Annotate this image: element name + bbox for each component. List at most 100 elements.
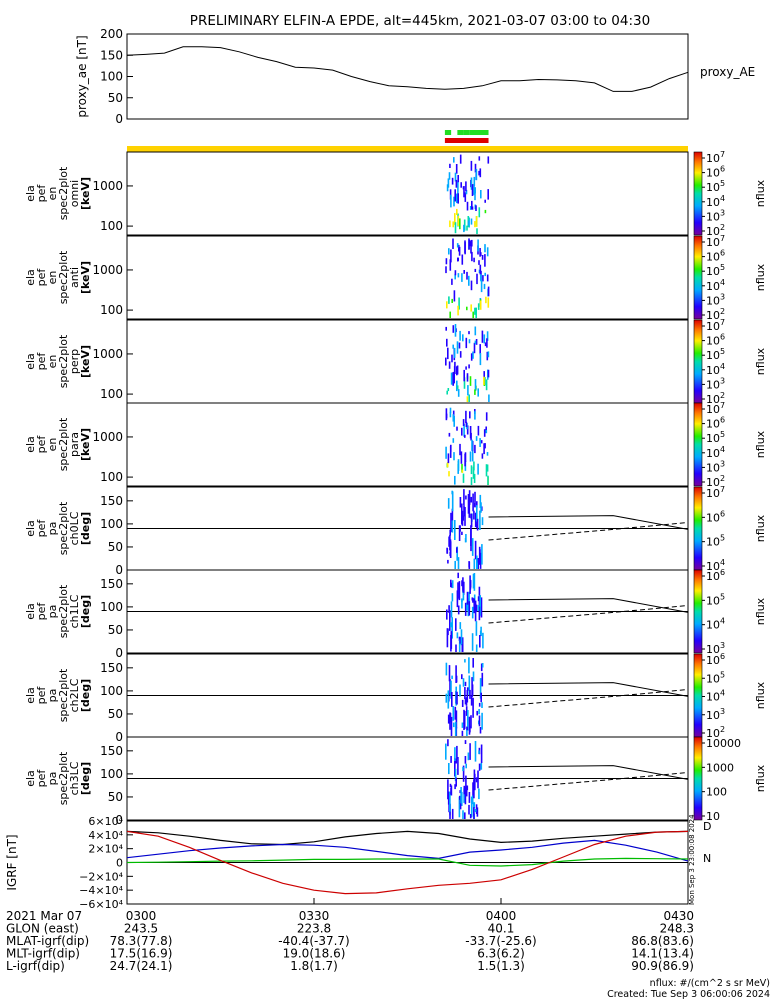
spectrogram-pixel [463,224,465,233]
spectrogram-pixel [486,331,489,341]
orbit-bar [127,146,688,152]
spectrogram-pixel [449,189,452,200]
colorbar-tick-exponent: 2 [720,391,725,400]
spectrogram-pixel [446,390,448,395]
spectrogram-pixel [453,366,456,373]
spectrogram-pixel [449,791,451,812]
spectrogram-pixel [468,339,471,344]
spectrogram-ytick-label: 1000 [92,430,123,444]
spectrogram-pixel [474,268,477,272]
spectrogram-pixel [481,712,483,730]
spectrogram-pixel [478,606,481,621]
igrf-side-label-n: N [703,852,711,865]
spectrogram-pixel [472,466,475,479]
spectrogram-pixel [475,621,478,636]
axis-footer-value: 17.5(16.9) [110,947,173,961]
spectrogram-pixel [471,448,474,462]
colorbar-tick-exponent: 5 [720,592,725,601]
colorbar-tick-exponent: 5 [720,179,725,188]
spectrogram-ylabel-line: spec2plot [57,501,70,555]
spectrogram-pixel [449,220,451,228]
spectrogram-pixel [463,581,465,593]
spectrogram-pixel [466,201,469,211]
spectrogram-pixel [462,766,464,772]
axis-footer-value: 248.3 [660,922,694,936]
spectrogram-ylabel-line: [keV] [79,428,92,461]
spectrogram-pixel [483,283,486,290]
spectrogram-pixel [479,595,481,616]
spectrogram-pixel [474,540,477,560]
spectrogram-ylabel-line: pef [35,435,48,454]
spectrogram-pixel [449,529,451,536]
colorbar-tick-label: 105 [706,263,725,278]
spectrogram-pixel [481,663,484,668]
colorbar-tick-exponent: 5 [720,347,725,356]
spectrogram-pixel [478,709,480,715]
spectrogram-pixel [478,763,481,771]
colorbar-tick-exponent: 7 [720,234,725,243]
spectrogram-pixel [472,782,474,799]
spectrogram-pixel [451,520,454,533]
colorbar-tick-label: 105 [706,534,725,549]
spectrogram-ytick-label: 50 [108,790,123,804]
spectrogram-pixel [484,272,486,277]
spectrogram-pixel [462,577,464,593]
spectrogram-pixel [470,513,473,528]
spectrogram-pixel [451,298,453,303]
spectrogram-pixel [468,716,471,735]
colorbar [693,736,703,821]
spectrogram-ytick-label: 100 [100,219,123,233]
colorbar-tick-exponent: 4 [720,558,725,567]
spectrogram-pixel [453,371,455,384]
spectrogram-pixel [452,221,454,228]
spectrogram-pixel [459,622,462,630]
spectrogram-pixel [475,205,477,211]
spectrogram-pixel [449,311,451,318]
spectrogram-pixel [481,255,484,260]
axis-footer-row-label: GLON (east) [6,922,79,936]
spectrogram-pixel [450,512,452,533]
colorbar-zlabel: nflux [754,514,767,542]
spectrogram-pixel [484,254,486,267]
colorbar-tick-exponent: 3 [720,707,725,716]
spectrogram-pixel [469,743,471,760]
spectrogram-pixel [486,464,489,472]
colorbar-tick-label: 103 [706,459,725,474]
colorbar-tick-exponent: 6 [720,249,725,258]
igrf-ylabel-group: IGRF [nT] [5,834,19,890]
spectrogram-pixel [480,502,482,513]
spectrogram-pixel [456,426,458,431]
spectrogram-pixel [459,636,462,644]
spectrogram-ylabel-line: ela [24,269,37,286]
axis-footer-value: 0400 [486,909,517,923]
spectrogram-pixel [450,194,452,208]
spectrogram-data [445,324,490,402]
spectrogram-pixel [448,802,450,813]
spectrogram-ylabel-line: pef [35,268,48,287]
colorbar-tick-label: 105 [706,179,725,194]
spectrogram-ytick-label: 1000 [92,263,123,277]
spectrogram-pixel [473,342,476,354]
spectrogram-pixel [452,373,454,386]
spectrogram-pixel [474,741,477,762]
spectrogram-pixel [480,692,482,703]
spectrogram-pixel [473,257,475,263]
spectrogram-pixel [456,193,458,204]
spectrogram-pixel [485,429,488,434]
spectrogram-pixel [454,270,457,276]
axis-footer-value: 86.8(83.6) [631,934,694,948]
spectrogram-pixel [449,541,452,558]
colorbar [693,402,703,487]
spectrogram-pixel [471,795,474,805]
spectrogram-pixel [454,520,456,540]
spectrogram-pixel [484,244,486,253]
spectrogram-pixel [474,389,476,395]
spectrogram-pixel [447,388,450,392]
spectrogram-pixel [486,338,488,348]
spectrogram-pixel [445,357,447,366]
spectrogram-pixel [486,274,489,282]
spectrogram-pixel [468,606,471,616]
spectrogram-pixel [477,303,480,310]
axis-footer-value: 1.8(1.7) [290,959,338,973]
